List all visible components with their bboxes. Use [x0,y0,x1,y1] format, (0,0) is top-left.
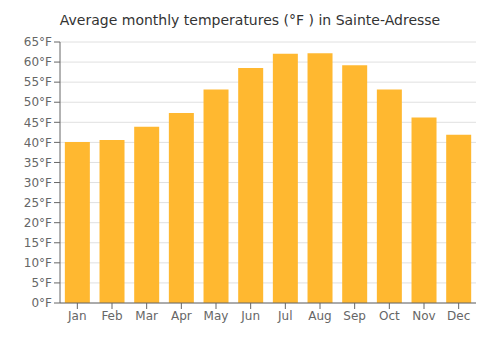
svg-text:25°F: 25°F [24,196,52,210]
svg-text:5°F: 5°F [31,276,52,290]
svg-text:65°F: 65°F [24,35,52,49]
svg-text:Dec: Dec [447,309,470,323]
svg-text:Sep: Sep [343,309,366,323]
svg-text:60°F: 60°F [24,55,52,69]
svg-text:Nov: Nov [412,309,435,323]
svg-text:50°F: 50°F [24,95,52,109]
svg-text:Feb: Feb [101,309,122,323]
html-text:Average monthly temperatures (: Average monthly temperatures (°F ) in Sa… [59,12,441,28]
svg-text:Aug: Aug [308,309,331,323]
svg-text:Jun: Jun [240,309,260,323]
svg-text:Jan: Jan [67,309,87,323]
svg-text:Mar: Mar [135,309,158,323]
svg-text:45°F: 45°F [24,116,52,130]
svg-text:15°F: 15°F [24,236,52,250]
svg-text:10°F: 10°F [24,256,52,270]
svg-text:Apr: Apr [171,309,192,323]
svg-text:20°F: 20°F [24,216,52,230]
svg-text:35°F: 35°F [24,156,52,170]
svg-text:55°F: 55°F [24,75,52,89]
svg-text:40°F: 40°F [24,136,52,150]
svg-text:0°F: 0°F [31,296,52,310]
svg-text:Jul: Jul [277,309,292,323]
svg-text:30°F: 30°F [24,176,52,190]
svg-text:Oct: Oct [379,309,400,323]
svg-text:May: May [204,309,229,323]
